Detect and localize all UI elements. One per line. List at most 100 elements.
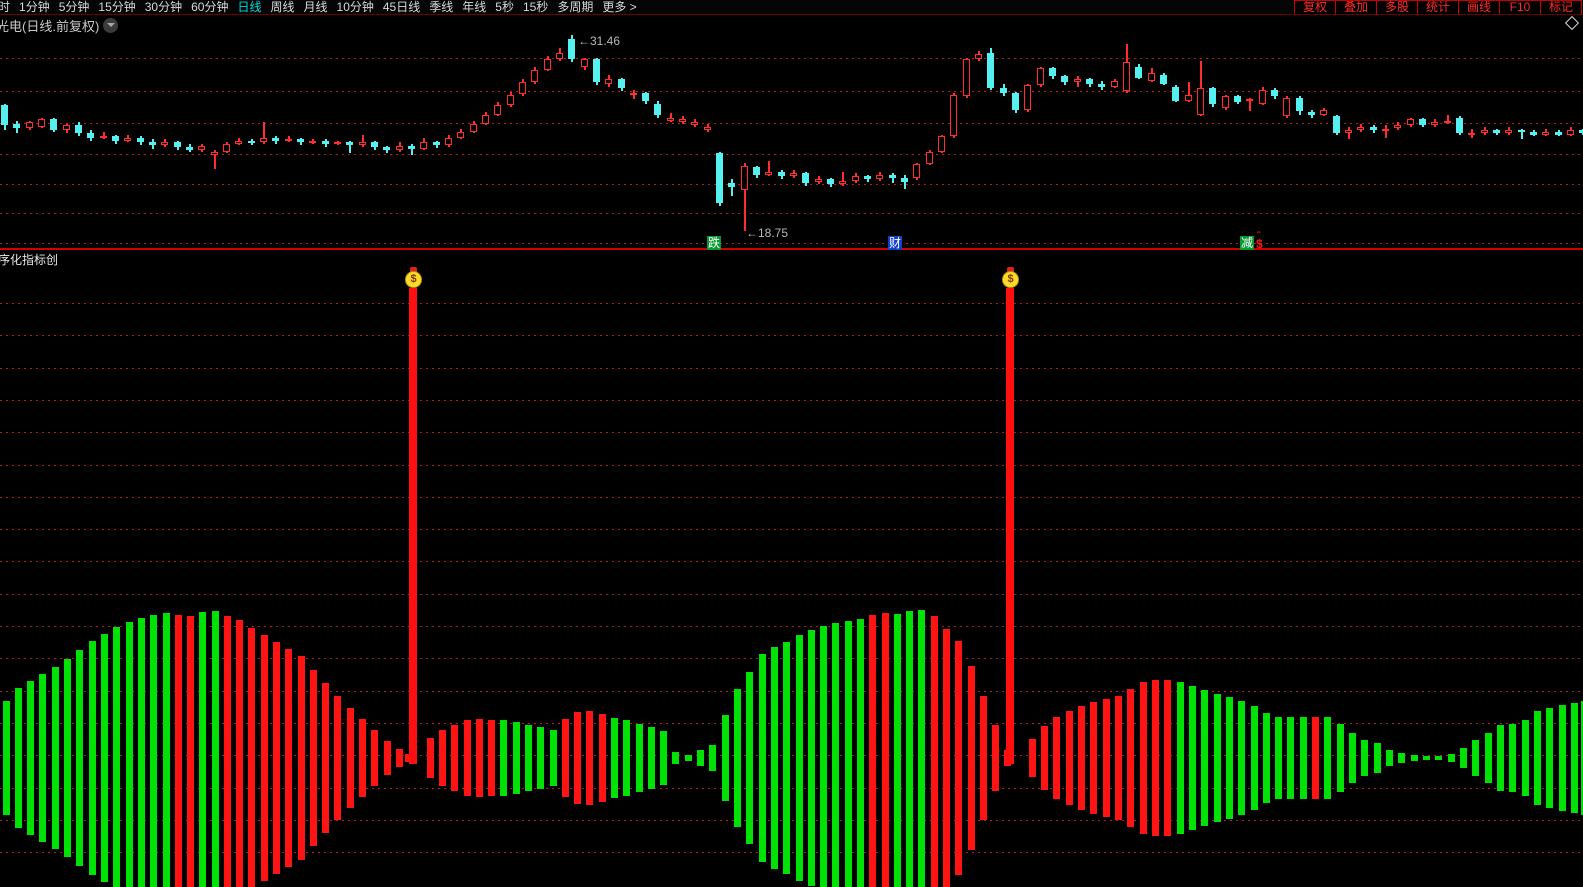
menu-item-日线[interactable]: 日线	[237, 0, 262, 14]
indicator-bar	[236, 620, 243, 887]
candle-body	[322, 140, 329, 144]
candle-body	[691, 122, 698, 126]
menu-item-更多[interactable]: 更多 >	[602, 0, 637, 14]
indicator-bar	[562, 719, 569, 797]
candle-body	[950, 94, 957, 137]
grid-line	[0, 367, 1583, 369]
grid-line	[0, 243, 1583, 244]
candle-body	[1209, 88, 1216, 104]
candle-body	[1222, 96, 1229, 109]
candle-body	[926, 151, 933, 164]
candle-body	[1542, 131, 1549, 135]
candle-body	[334, 142, 341, 145]
grid-line	[0, 432, 1583, 434]
indicator-bar	[623, 720, 630, 796]
indicator-bar	[138, 618, 145, 887]
candle-body	[531, 69, 538, 83]
candle-body	[260, 137, 267, 143]
candle-body	[938, 136, 945, 152]
candle-body	[1579, 130, 1583, 134]
indicator-bar	[199, 612, 206, 887]
indicator-bar	[212, 611, 219, 887]
grid-line	[0, 123, 1583, 124]
candle-body	[297, 139, 304, 143]
indicator-bar	[1312, 717, 1319, 799]
toolbar-button-画线[interactable]: 画线	[1458, 0, 1500, 15]
candle-body	[445, 137, 452, 146]
candle-body	[100, 136, 107, 139]
candle-body	[519, 82, 526, 95]
menu-item-30分钟[interactable]: 30分钟	[144, 0, 183, 14]
candle-body	[1518, 130, 1525, 132]
indicator-bar	[439, 730, 446, 786]
candle-body	[642, 93, 649, 101]
toolbar-button-F10[interactable]: F10	[1499, 0, 1541, 15]
indicator-bar	[224, 616, 231, 887]
indicator-bar	[1251, 706, 1258, 810]
money-bag-body: $	[1002, 271, 1019, 288]
indicator-bar	[39, 674, 46, 842]
event-badge-减: 减	[1240, 236, 1254, 250]
indicator-bar	[832, 623, 839, 887]
indicator-bar	[759, 654, 766, 862]
menu-item-5分钟[interactable]: 5分钟	[58, 0, 90, 14]
candle-body	[507, 94, 514, 106]
grid-line	[0, 626, 1583, 627]
toolbar-button-标记[interactable]: 标记	[1540, 0, 1582, 15]
candle-body	[778, 171, 785, 177]
menu-item-1分钟[interactable]: 1分钟	[19, 0, 50, 14]
candle-wick	[349, 140, 351, 154]
candle-body	[1049, 68, 1056, 76]
candle-body	[1098, 83, 1105, 87]
menu-item-45日线[interactable]: 45日线	[382, 0, 421, 14]
menu-item-10分钟[interactable]: 10分钟	[336, 0, 374, 14]
indicator-bar	[1078, 706, 1085, 810]
candle-body	[802, 173, 809, 183]
candle-wick	[1385, 125, 1387, 138]
menu-item-多周期[interactable]: 多周期	[557, 0, 594, 14]
indicator-bar	[857, 619, 864, 887]
candle-body	[1012, 93, 1019, 110]
toolbar-button-叠加[interactable]: 叠加	[1335, 0, 1377, 15]
candle-body	[1481, 130, 1488, 134]
candle-body	[1493, 130, 1500, 134]
indicator-bar	[1435, 756, 1442, 760]
candle-body	[1530, 131, 1537, 135]
indicator-bar	[405, 754, 412, 762]
toolbar-button-复权[interactable]: 复权	[1294, 0, 1336, 15]
indicator-bar	[285, 649, 292, 867]
indicator-bar	[1534, 711, 1541, 805]
menu-item-月线[interactable]: 月线	[303, 0, 328, 14]
candle-body	[1185, 94, 1192, 101]
indicator-bar	[1287, 717, 1294, 799]
menu-item-年线[interactable]: 年线	[462, 0, 487, 14]
candle-body	[1, 105, 8, 126]
chevron-down-icon[interactable]	[103, 17, 119, 33]
indicator-bar	[113, 627, 120, 887]
menu-item-5秒[interactable]: 5秒	[495, 0, 514, 14]
toolbar-button-多股[interactable]: 多股	[1376, 0, 1418, 15]
indicator-bar	[845, 621, 852, 887]
candle-body	[1086, 79, 1093, 84]
grid-line	[0, 303, 1583, 304]
indicator-bar	[476, 719, 483, 797]
menu-item-分时[interactable]: 分时	[0, 0, 11, 14]
candle-body	[741, 165, 748, 191]
candle-body	[753, 167, 760, 175]
toolbar-button-统计[interactable]: 统计	[1417, 0, 1459, 15]
grid-line	[0, 658, 1583, 660]
indicator-bar	[648, 727, 655, 789]
menu-item-周线[interactable]: 周线	[270, 0, 295, 14]
menu-item-季线[interactable]: 季线	[429, 0, 454, 14]
candle-body	[1419, 119, 1426, 126]
menu-item-60分钟[interactable]: 60分钟	[191, 0, 229, 14]
candle-body	[1061, 76, 1068, 83]
indicator-bar	[464, 720, 471, 796]
candle-body	[1037, 68, 1044, 86]
indicator-bar	[882, 613, 889, 887]
menu-item-15分钟[interactable]: 15分钟	[98, 0, 136, 14]
menu-item-15秒[interactable]: 15秒	[522, 0, 549, 14]
candle-wick	[362, 134, 364, 147]
indicator-bar	[1041, 726, 1048, 790]
candle-body	[396, 145, 403, 151]
